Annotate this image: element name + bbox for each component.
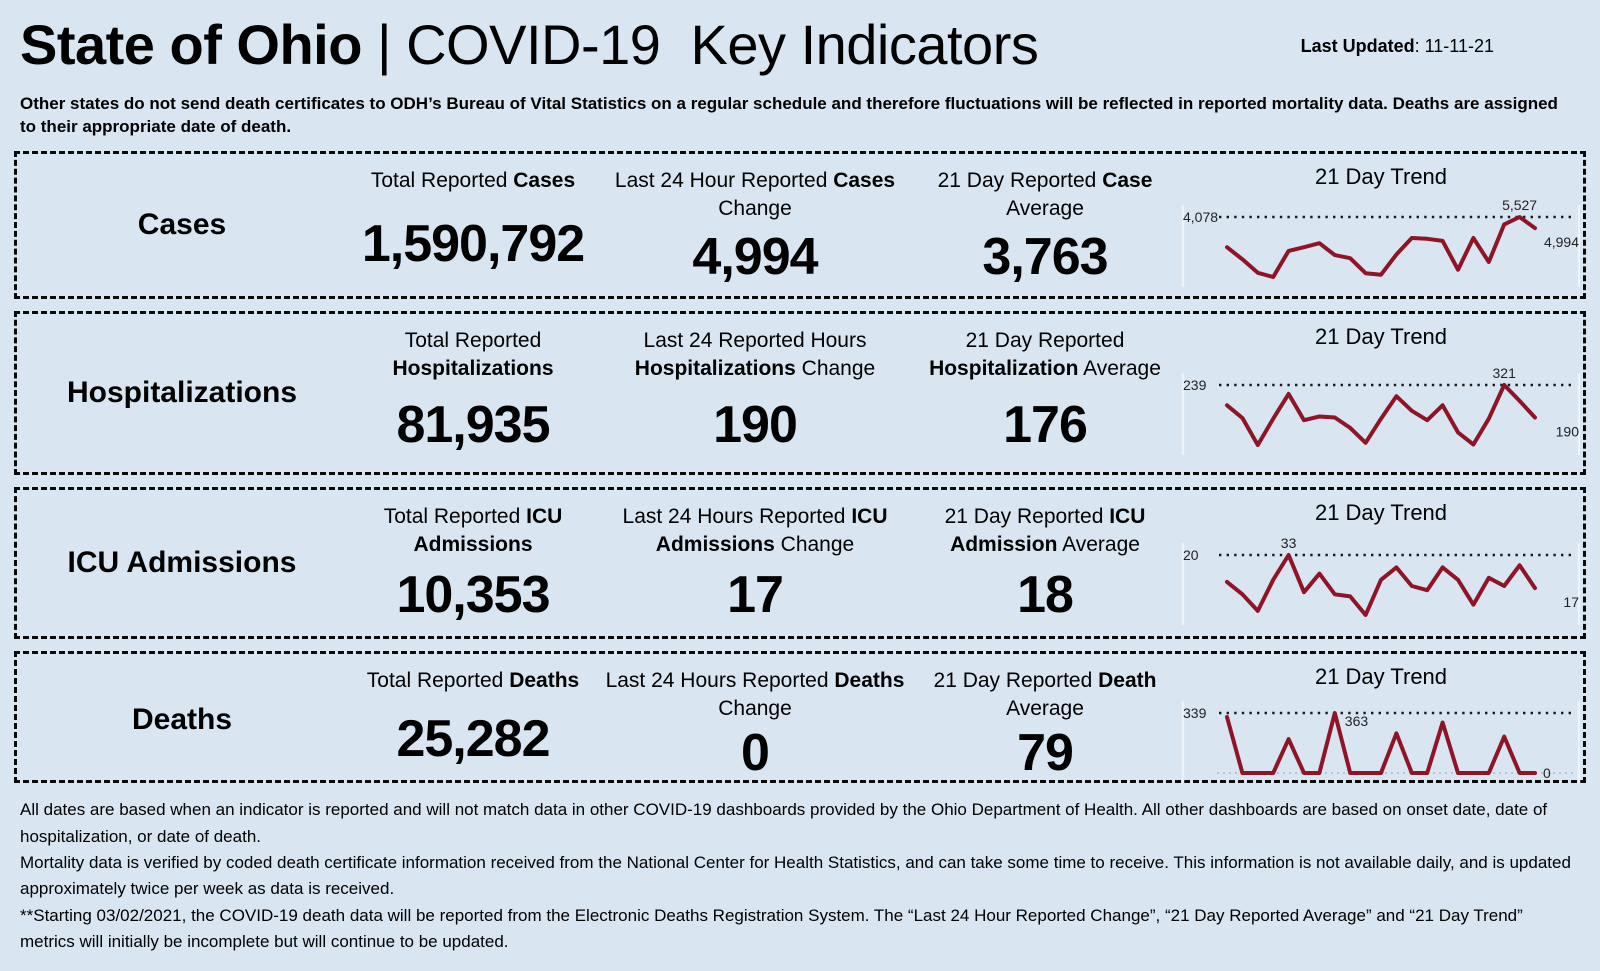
page-title: State of Ohio | COVID-19 Key Indicators bbox=[20, 13, 1039, 76]
stat-value: 17 bbox=[727, 566, 784, 625]
stat-value: 176 bbox=[1003, 396, 1088, 455]
footnote-reporting-dates: All dates are based when an indicator is… bbox=[20, 800, 1548, 846]
trend-title: 21 Day Trend bbox=[1314, 664, 1448, 690]
stat-24h-icu-admissions-change: Last 24 Hours Reported ICU Admissions Ch… bbox=[599, 490, 911, 636]
svg-text:190: 190 bbox=[1556, 424, 1580, 440]
stat-header: 21 Day Reported Case Average bbox=[937, 169, 1153, 220]
stat-header: Total Reported Cases bbox=[370, 169, 576, 193]
trend-sparkline-hospitalizations: 239 321 190 bbox=[1179, 351, 1583, 473]
svg-text:4,078: 4,078 bbox=[1183, 209, 1218, 225]
stat-value: 10,353 bbox=[396, 566, 550, 625]
svg-text:363: 363 bbox=[1345, 713, 1369, 729]
stat-value: 190 bbox=[713, 396, 798, 455]
stat-value: 25,282 bbox=[396, 709, 550, 768]
stat-header: Last 24 Reported Hours Hospitalizations … bbox=[634, 329, 876, 380]
svg-text:321: 321 bbox=[1493, 365, 1517, 381]
stat-value: 1,590,792 bbox=[361, 214, 585, 273]
stat-24h-hospitalizations-change: Last 24 Reported Hours Hospitalizations … bbox=[599, 314, 911, 472]
indicator-row-cases: Cases Total Reported Cases 1,590,792 Las… bbox=[14, 151, 1586, 300]
stat-header: 21 Day Reported Death Average bbox=[933, 669, 1157, 720]
stat-24h-cases-change: Last 24 Hour Reported Cases Change 4,994 bbox=[599, 154, 911, 296]
stat-21day-case-average: 21 Day Reported Case Average 3,763 bbox=[911, 154, 1179, 296]
stat-header: Total Reported Hospitalizations bbox=[392, 329, 554, 380]
svg-text:339: 339 bbox=[1183, 705, 1207, 721]
trend-title: 21 Day Trend bbox=[1314, 500, 1448, 526]
stat-total-hospitalizations: Total Reported Hospitalizations 81,935 bbox=[347, 314, 599, 472]
indicator-row-hospitalizations: Hospitalizations Total Reported Hospital… bbox=[14, 311, 1586, 476]
row-label-icu-admissions: ICU Admissions bbox=[67, 546, 297, 580]
svg-text:239: 239 bbox=[1183, 377, 1207, 393]
last-updated: Last Updated: 11-11-21 bbox=[1300, 36, 1494, 56]
footnote-mortality-verification: Mortality data is verified by coded deat… bbox=[20, 852, 1571, 899]
footnotes: All dates are based when an indicator is… bbox=[20, 797, 1580, 955]
trend-block-cases: 21 Day Trend 4,078 5,527 4,994 bbox=[1179, 154, 1583, 296]
stat-header: Last 24 Hour Reported Cases Change bbox=[614, 169, 896, 220]
stat-header: Total Reported ICU Admissions bbox=[383, 505, 563, 556]
row-label-deaths: Deaths bbox=[131, 703, 233, 737]
stat-21day-hospitalization-average: 21 Day Reported Hospitalization Average … bbox=[911, 314, 1179, 472]
stat-value: 0 bbox=[741, 723, 770, 782]
trend-block-deaths: 21 Day Trend 339 363 0 bbox=[1179, 654, 1583, 786]
row-label-hospitalizations: Hospitalizations bbox=[66, 376, 298, 410]
indicator-row-deaths: Deaths Total Reported Deaths 25,282 Last… bbox=[14, 651, 1586, 786]
trend-sparkline-icu-admissions: 20 33 17 bbox=[1179, 527, 1583, 637]
trend-block-hospitalizations: 21 Day Trend 239 321 190 bbox=[1179, 314, 1583, 472]
trend-title: 21 Day Trend bbox=[1314, 164, 1448, 190]
trend-block-icu-admissions: 21 Day Trend 20 33 17 bbox=[1179, 490, 1583, 636]
stat-header: Last 24 Hours Reported ICU Admissions Ch… bbox=[622, 505, 888, 556]
stat-21day-death-average: 21 Day Reported Death Average 79 bbox=[911, 654, 1179, 786]
stat-value: 81,935 bbox=[396, 396, 550, 455]
stat-header: 21 Day Reported ICU Admission Average bbox=[944, 505, 1146, 556]
stat-header: Total Reported Deaths bbox=[366, 669, 580, 693]
stat-header: 21 Day Reported Hospitalization Average bbox=[929, 329, 1161, 380]
masthead: State of Ohio | COVID-19 Key Indicators … bbox=[14, 0, 1586, 76]
stat-total-deaths: Total Reported Deaths 25,282 bbox=[347, 654, 599, 786]
svg-text:0: 0 bbox=[1543, 765, 1551, 781]
trend-title: 21 Day Trend bbox=[1314, 324, 1448, 350]
svg-text:33: 33 bbox=[1281, 535, 1297, 551]
stat-total-icu-admissions: Total Reported ICU Admissions 10,353 bbox=[347, 490, 599, 636]
svg-text:20: 20 bbox=[1183, 547, 1199, 563]
stat-value: 79 bbox=[1017, 723, 1074, 782]
stat-total-cases: Total Reported Cases 1,590,792 bbox=[347, 154, 599, 296]
svg-text:5,527: 5,527 bbox=[1502, 197, 1537, 213]
row-label-cases: Cases bbox=[137, 208, 227, 242]
stat-header: Last 24 Hours Reported Deaths Change bbox=[605, 669, 905, 720]
trend-sparkline-deaths: 339 363 0 bbox=[1179, 691, 1583, 787]
svg-text:4,994: 4,994 bbox=[1544, 234, 1579, 250]
svg-text:17: 17 bbox=[1563, 594, 1579, 610]
stat-24h-deaths-change: Last 24 Hours Reported Deaths Change 0 bbox=[599, 654, 911, 786]
trend-sparkline-cases: 4,078 5,527 4,994 bbox=[1179, 191, 1583, 297]
indicator-row-icu-admissions: ICU Admissions Total Reported ICU Admiss… bbox=[14, 487, 1586, 640]
stat-value: 4,994 bbox=[692, 228, 818, 287]
stat-21day-icu-admission-average: 21 Day Reported ICU Admission Average 18 bbox=[911, 490, 1179, 636]
mortality-disclaimer: Other states do not send death certifica… bbox=[20, 93, 1558, 137]
stat-value: 3,763 bbox=[982, 228, 1108, 287]
footnote-edrs: **Starting 03/02/2021, the COVID-19 deat… bbox=[20, 905, 1523, 951]
stat-value: 18 bbox=[1017, 566, 1074, 625]
